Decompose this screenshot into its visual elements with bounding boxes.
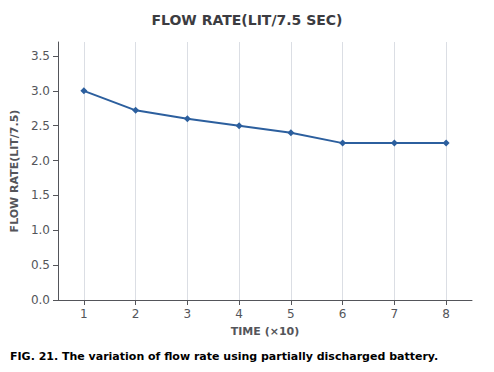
svg-text:3: 3: [184, 307, 192, 321]
svg-text:FLOW RATE(LIT/7.5 SEC): FLOW RATE(LIT/7.5 SEC): [151, 12, 342, 28]
svg-text:3.0: 3.0: [31, 84, 50, 98]
svg-text:FLOW RATE(LIT/7.5): FLOW RATE(LIT/7.5): [8, 110, 21, 233]
svg-text:1.5: 1.5: [31, 188, 50, 202]
svg-text:2.0: 2.0: [31, 154, 50, 168]
svg-text:5: 5: [287, 307, 295, 321]
svg-text:4: 4: [235, 307, 243, 321]
svg-text:8: 8: [442, 307, 450, 321]
svg-text:0.0: 0.0: [31, 293, 50, 307]
svg-text:2.5: 2.5: [31, 119, 50, 133]
svg-text:7: 7: [391, 307, 399, 321]
svg-text:FIG. 21. The variation of flow: FIG. 21. The variation of flow rate usin…: [10, 350, 438, 363]
svg-text:3.5: 3.5: [31, 49, 50, 63]
svg-text:2: 2: [132, 307, 140, 321]
svg-text:1: 1: [80, 307, 88, 321]
svg-text:6: 6: [339, 307, 347, 321]
svg-text:TIME (×10): TIME (×10): [231, 325, 299, 338]
svg-text:1.0: 1.0: [31, 223, 50, 237]
svg-text:0.5: 0.5: [31, 258, 50, 272]
